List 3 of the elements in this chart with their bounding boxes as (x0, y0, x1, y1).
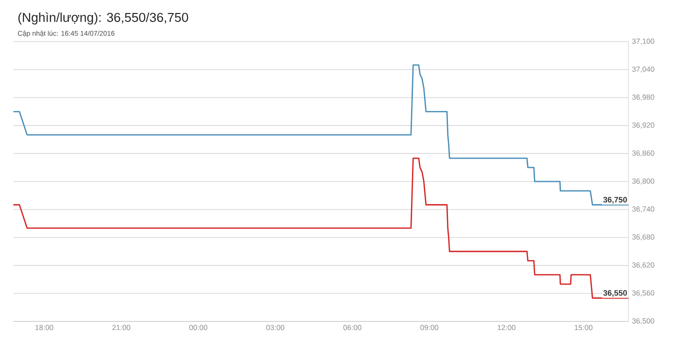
line-series (12, 158, 630, 299)
chart-title: (Nghìn/lượng): 36,550/36,750 (18, 12, 188, 24)
line-series (12, 64, 630, 206)
